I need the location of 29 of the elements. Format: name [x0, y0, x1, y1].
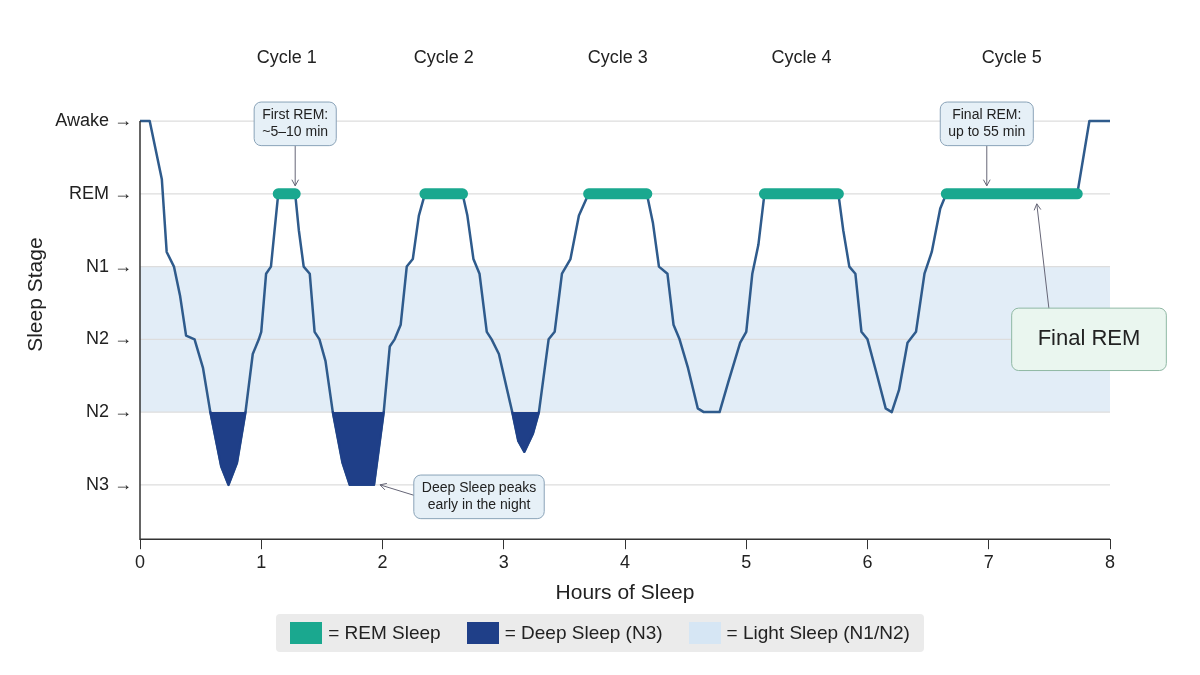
text: Cycle 2	[413, 46, 474, 67]
text: Cycle 4	[771, 46, 832, 67]
annotation: Deep Sleep peaks early in the night	[421, 479, 537, 513]
x-tick-label: 5	[741, 551, 752, 572]
ref-line-label: REM →	[69, 182, 132, 203]
ref-line-label: N2 →	[85, 328, 132, 349]
x-tick-label: 1	[256, 551, 267, 572]
x-tick-label: 4	[619, 551, 631, 572]
legend-label: = Deep Sleep (N3)	[504, 622, 663, 644]
x-tick-label: 0	[134, 551, 146, 572]
annotation: First REM: ~5–10 min	[262, 106, 329, 140]
ref-line-label: Awake →	[55, 110, 132, 131]
y-axis-title: Sleep Stage	[23, 237, 47, 352]
x-tick-label: 3	[498, 551, 509, 572]
legend-label: = Light Sleep (N1/N2)	[726, 622, 910, 644]
text: Cycle 5	[981, 46, 1042, 67]
x-tick-label: 6	[862, 551, 873, 572]
ref-line-label: N3 →	[85, 473, 132, 494]
x-tick-label: 8	[1104, 551, 1116, 572]
x-tick-label: 7	[983, 551, 994, 572]
x-axis-title: Hours of Sleep	[555, 580, 695, 604]
legend-label: = REM Sleep	[328, 622, 441, 644]
ref-line-label: N1 →	[85, 255, 132, 276]
text: Cycle 1	[256, 46, 317, 67]
annotation: Final REM	[1037, 325, 1141, 351]
x-tick-label: 2	[377, 551, 388, 572]
ref-line-label: N2 →	[85, 401, 132, 422]
annotation: Final REM: up to 55 min	[948, 106, 1026, 140]
text: Cycle 3	[587, 46, 648, 67]
